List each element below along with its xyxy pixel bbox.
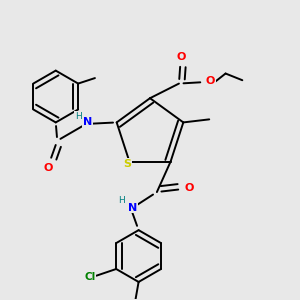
Text: N: N bbox=[128, 202, 137, 213]
Text: H: H bbox=[75, 112, 82, 121]
Text: N: N bbox=[83, 117, 92, 128]
Text: Cl: Cl bbox=[84, 272, 95, 282]
Text: O: O bbox=[206, 76, 215, 86]
Text: H: H bbox=[118, 196, 125, 205]
Text: O: O bbox=[176, 52, 186, 62]
Text: O: O bbox=[44, 163, 53, 172]
Text: S: S bbox=[123, 159, 131, 169]
Text: O: O bbox=[184, 183, 194, 194]
